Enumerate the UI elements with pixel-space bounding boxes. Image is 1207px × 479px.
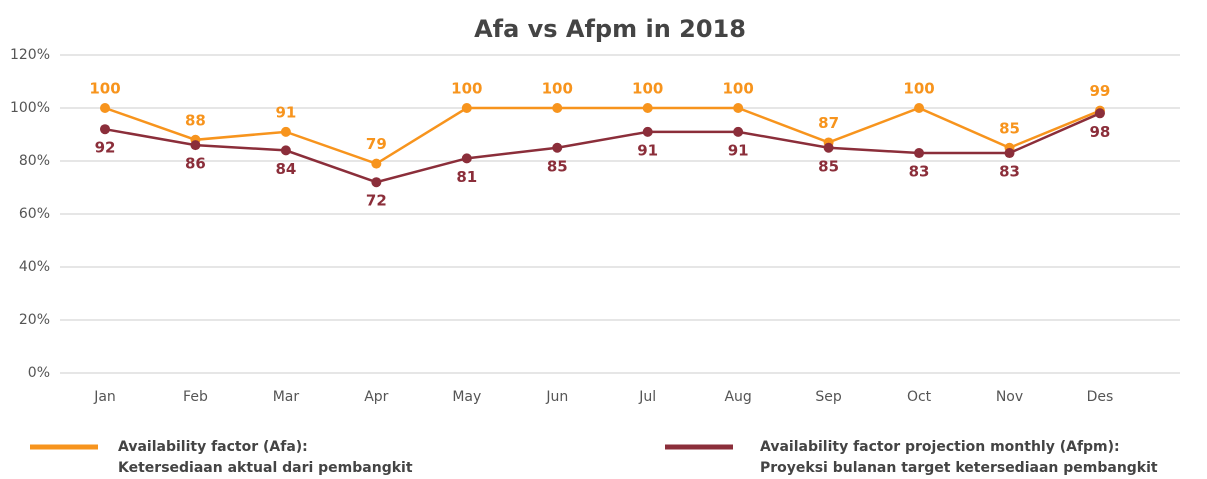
point: [100, 103, 110, 113]
x-tick-label: Des: [1087, 389, 1114, 405]
point: [733, 103, 744, 113]
data-label: 85: [547, 157, 568, 175]
point: [461, 103, 472, 113]
x-tick-label: Mar: [273, 389, 300, 405]
data-label: 98: [1090, 123, 1111, 141]
data-label: 100: [451, 80, 482, 98]
y-tick-label: 60%: [19, 206, 50, 222]
x-tick-label: Aug: [724, 389, 751, 405]
data-label: 99: [1090, 82, 1111, 100]
data-label: 100: [722, 80, 753, 98]
point: [552, 142, 563, 153]
x-tick-label: Jun: [545, 389, 568, 405]
point: [914, 148, 925, 159]
point: [914, 103, 925, 113]
point: [642, 126, 653, 137]
data-label: 91: [728, 141, 749, 159]
point: [371, 158, 382, 169]
chart-title: Afa vs Afpm in 2018: [474, 15, 746, 43]
data-label: 85: [818, 157, 839, 175]
x-tick-label: Apr: [364, 389, 388, 405]
legend-description: Proyeksi bulanan target ketersediaan pem…: [760, 460, 1158, 476]
series-line: [104, 112, 1101, 184]
y-tick-label: 20%: [19, 312, 50, 328]
legend-description: Ketersediaan aktual dari pembangkit: [118, 460, 413, 476]
point: [461, 153, 472, 164]
x-tick-label: Sep: [815, 389, 842, 405]
point: [823, 142, 834, 153]
data-label: 83: [909, 163, 930, 181]
point: [642, 103, 653, 113]
data-label: 79: [366, 135, 387, 153]
point: [280, 126, 291, 137]
data-label: 85: [999, 119, 1020, 137]
data-label: 91: [275, 103, 296, 121]
point: [552, 103, 563, 113]
data-label: 91: [637, 141, 658, 159]
point: [733, 126, 744, 137]
data-label: 100: [903, 80, 934, 98]
x-tick-label: Jan: [93, 389, 116, 405]
x-tick-label: Oct: [907, 389, 932, 405]
y-tick-label: 80%: [19, 153, 50, 169]
x-tick-label: Jul: [638, 389, 656, 405]
data-label: 87: [818, 114, 839, 132]
series-line: [104, 106, 1101, 166]
y-tick-label: 0%: [28, 365, 50, 381]
point: [1094, 108, 1105, 119]
y-tick-label: 120%: [10, 47, 50, 63]
data-label: 100: [632, 80, 663, 98]
data-label: 84: [275, 160, 296, 178]
data-label: 81: [456, 168, 477, 186]
x-tick-label: Feb: [183, 389, 208, 405]
data-label: 100: [89, 80, 120, 98]
legend-label: Availability factor (Afa):: [118, 439, 308, 455]
data-label: 100: [542, 80, 573, 98]
data-label: 88: [185, 111, 206, 129]
data-label: 72: [366, 192, 387, 210]
y-tick-label: 100%: [10, 100, 50, 116]
legend-label: Availability factor projection monthly (…: [760, 439, 1120, 455]
point: [1004, 148, 1015, 159]
point: [280, 145, 291, 156]
data-label: 86: [185, 155, 206, 173]
y-tick-label: 40%: [19, 259, 50, 275]
point: [190, 140, 201, 151]
data-label: 83: [999, 163, 1020, 181]
point: [100, 124, 110, 135]
data-label: 92: [95, 139, 116, 157]
x-tick-label: May: [452, 389, 481, 405]
point: [371, 177, 382, 188]
x-tick-label: Nov: [996, 389, 1023, 405]
